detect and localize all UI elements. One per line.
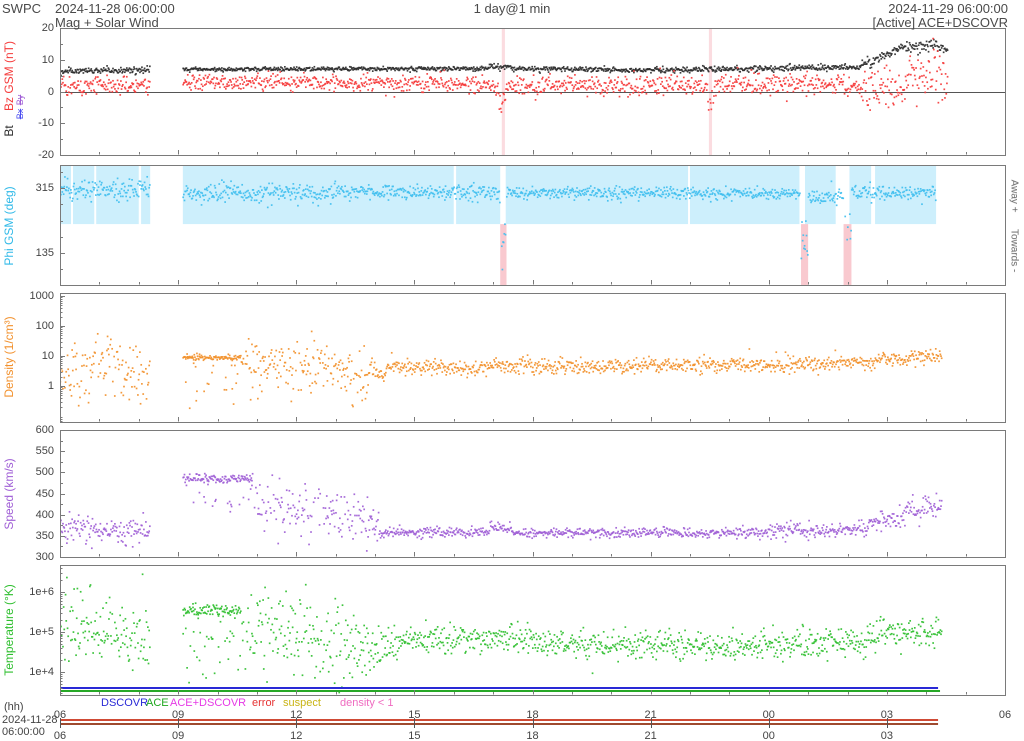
legend-item-ace: ACE (146, 697, 169, 709)
y-tick-label-p5: 1e+6 (29, 586, 54, 598)
y-tick-label-p5: 1e+4 (29, 666, 54, 678)
sector-axis-label: Away + Towards - (1008, 179, 1020, 273)
bottom-x-tick-label: 12 (290, 730, 303, 741)
legend-item-density-lt-1: density < 1 (340, 697, 394, 709)
bottom-date: 2024-11-28 (2, 714, 58, 726)
x-tick-label: 21 (644, 709, 657, 721)
bottom-x-tick-label: 00 (762, 730, 775, 741)
y-tick-label-p4: 550 (35, 445, 54, 458)
x-tick-label: 09 (172, 709, 185, 721)
bz-axis-label: Bz GSM (nT) (2, 40, 16, 112)
y-tick-label-p4: 500 (35, 466, 54, 479)
y-tick-label-p4: 450 (35, 487, 54, 500)
y-tick-label-p1: 20 (41, 22, 54, 34)
y-tick-label-p1: -20 (38, 149, 54, 161)
bottom-x-tick-label: 21 (644, 730, 657, 741)
x-tick-label: 06 (998, 709, 1012, 721)
y-tick-label-p1: 10 (41, 53, 54, 66)
y-tick-label-p4: 300 (35, 551, 54, 563)
y-tick-label-p4: 350 (35, 529, 54, 542)
legend-item-ace-dscovr: ACE+DSCOVR (170, 697, 247, 709)
y-tick-label-p2: 135 (35, 246, 54, 259)
y-tick-label-p1: 0 (47, 85, 54, 98)
y-tick-label-p3: 1000 (29, 290, 54, 302)
y-tick-label-p3: 10 (41, 350, 54, 362)
bottom-x-tick-label: 09 (172, 730, 185, 741)
legend-item-error: error (252, 697, 276, 709)
app-name: SWPC (2, 1, 41, 16)
bottom-x-tick-label: 06 (53, 730, 67, 741)
x-tick-label: 18 (526, 709, 539, 721)
plot-title: Mag + Solar Wind (55, 15, 159, 30)
x-tick-label: 03 (880, 709, 893, 721)
x-tick-label: 15 (408, 709, 421, 721)
range-label: 1 day@1 min (473, 1, 551, 16)
bottom-x-tick-label: 15 (408, 730, 421, 741)
y-tick-label-p1: -10 (38, 117, 54, 130)
y-tick-label-p3: 1 (47, 380, 54, 392)
x-tick-label: 00 (762, 709, 775, 721)
bottom-x-tick-label: 18 (526, 730, 539, 741)
source-status: [Active] ACE+DSCOVR (872, 15, 1008, 30)
legend-item-suspect: suspect (283, 697, 321, 709)
bottom-x-tick-label: 03 (880, 730, 893, 741)
y-tick-label-p5: 1e+5 (29, 626, 54, 638)
y-tick-label-p4: 600 (35, 424, 54, 436)
y-tick-label-p3: 100 (35, 320, 54, 332)
bottom-time: 06:00:00 (2, 726, 45, 738)
y-tick-label-p2: 315 (35, 182, 54, 195)
start-datetime: 2024-11-28 06:00:00 (55, 1, 175, 16)
end-datetime: 2024-11-29 06:00:00 (888, 1, 1008, 16)
y-tick-label-p4: 400 (35, 508, 54, 521)
legend-item-dscovr: DSCOVR (101, 697, 149, 709)
x-axis-unit-label: (hh) (4, 701, 24, 713)
x-tick-label: 06 (53, 709, 67, 721)
x-tick-label: 12 (290, 709, 303, 721)
